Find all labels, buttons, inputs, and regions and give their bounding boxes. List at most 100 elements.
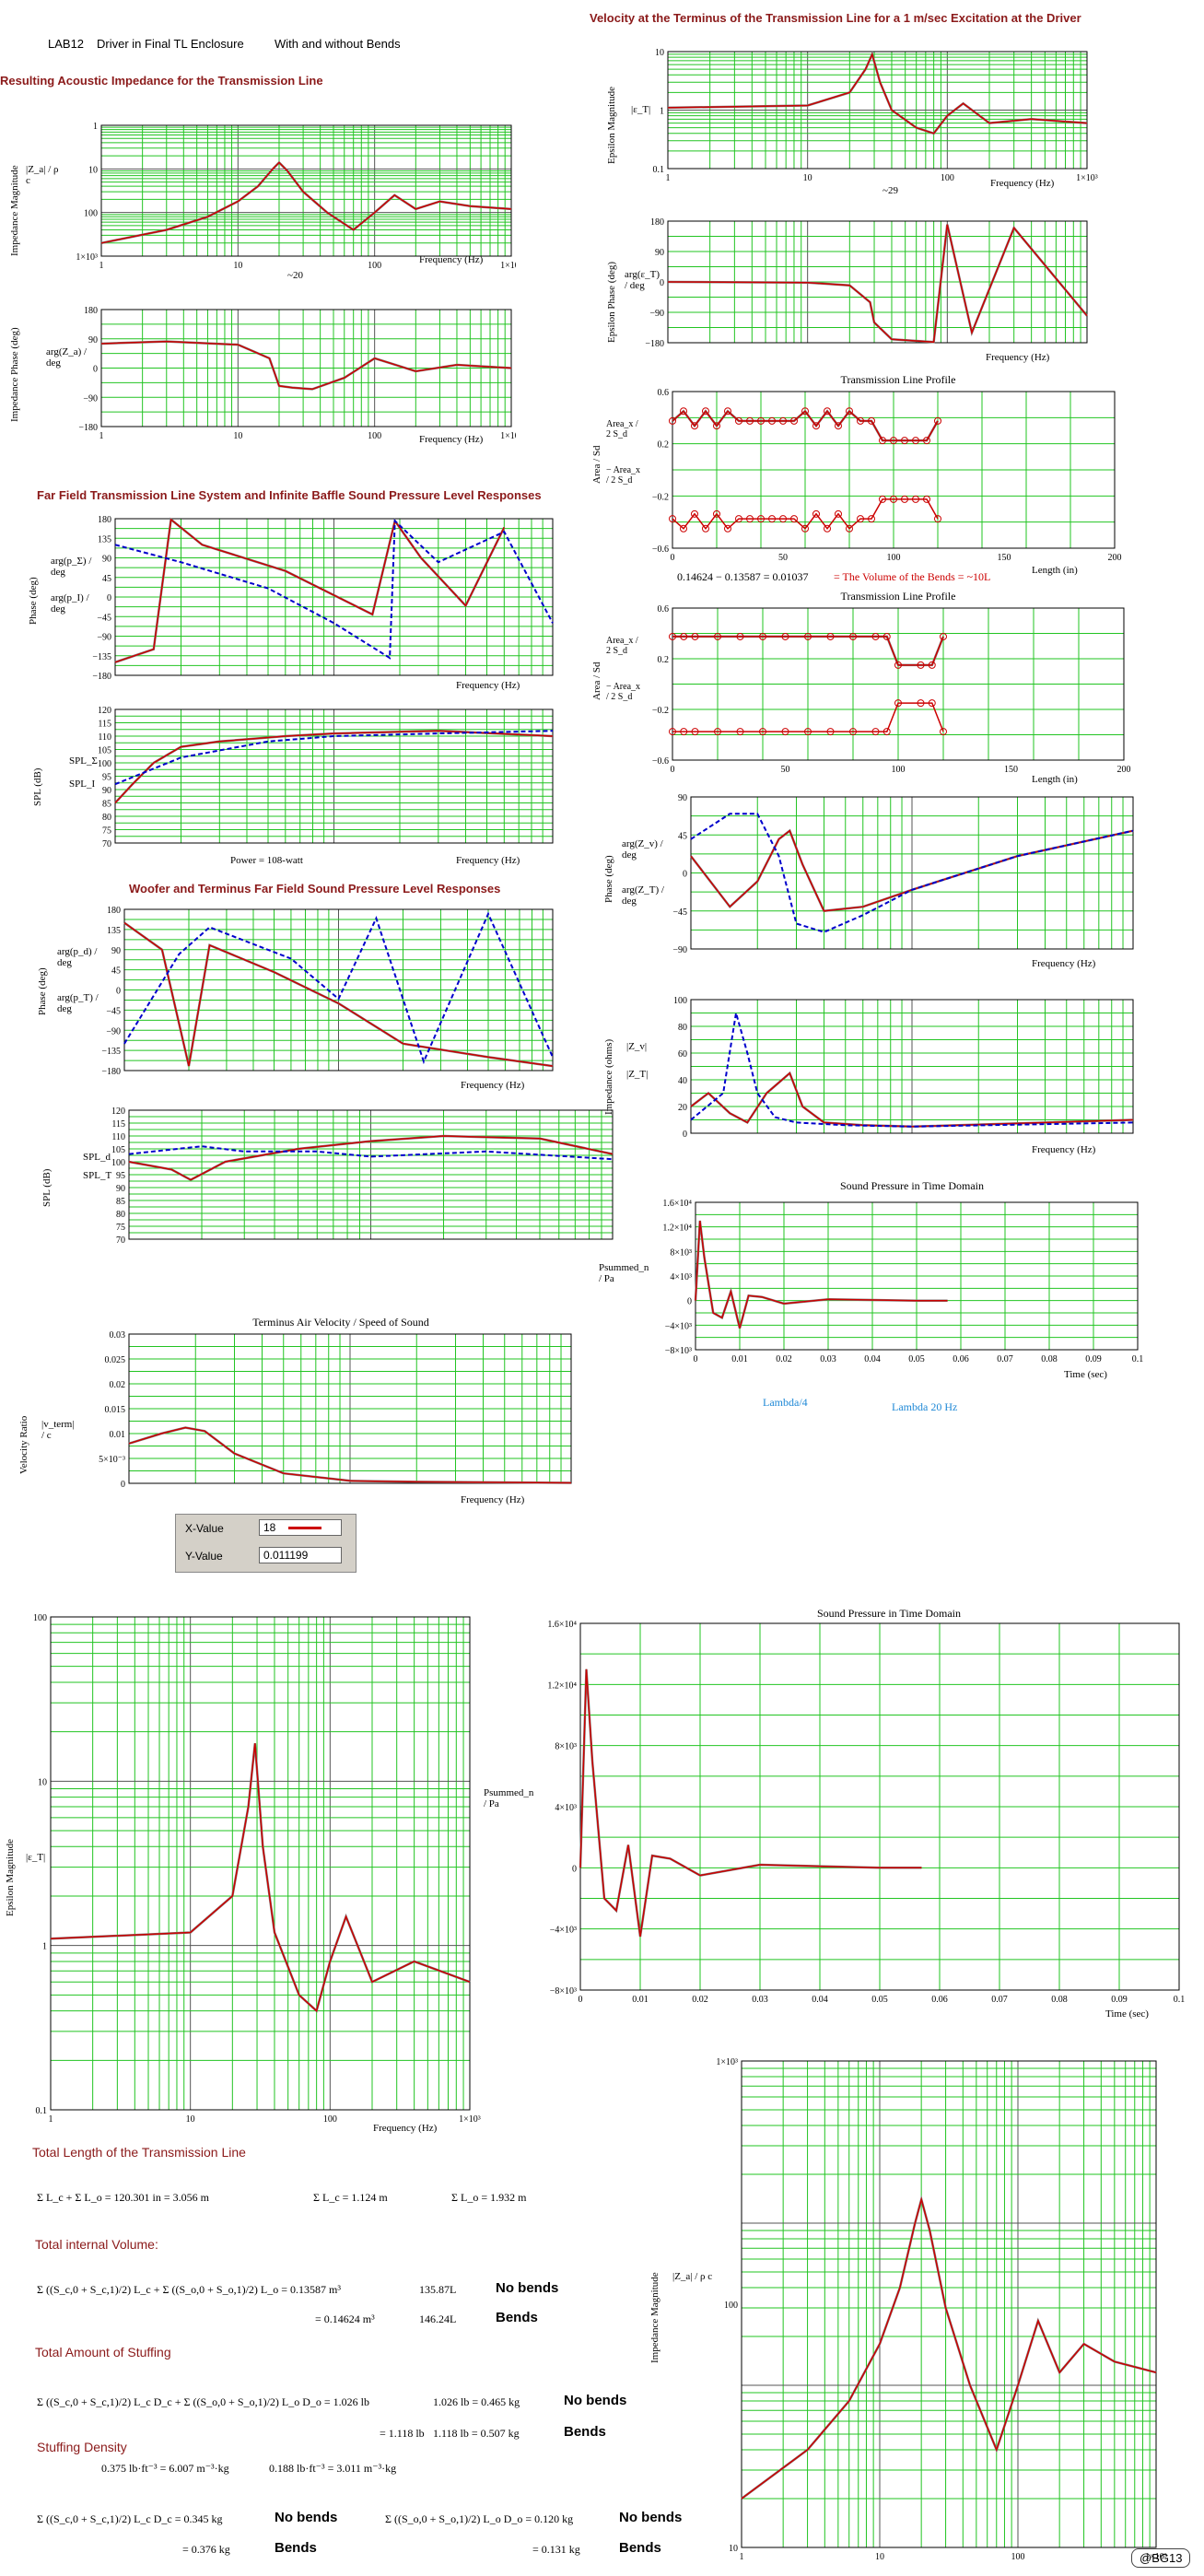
series-label-2: arg(p_T) / deg xyxy=(57,992,99,1014)
y-tick-label: 100 xyxy=(673,996,687,1006)
plot-frame xyxy=(114,708,554,844)
y-tick-label: 1 xyxy=(42,1942,47,1952)
y-tick-label: 10 xyxy=(729,2544,738,2554)
big-eps-plot: Epsilon Magnitude |ε_T| 100 10 1 0.1 1 10 100 1… xyxy=(0,1603,516,2147)
wt-spl-chart: 120 115 110 105 100 95 90 85 80 75 70 xyxy=(111,1107,614,1246)
y-tick-label: 100 xyxy=(98,759,111,769)
series-line-gray xyxy=(694,1220,948,1329)
x-tick-label: 0.05 xyxy=(871,1995,888,2005)
y-tick-label: 1×10³ xyxy=(716,2057,738,2067)
plot-frame xyxy=(579,1622,1180,1991)
y-tick-label: 180 xyxy=(107,906,121,916)
profile-point xyxy=(691,632,699,640)
y-tick-label: 0.03 xyxy=(110,1330,126,1341)
series-label-1: Area_x / 2 S_d xyxy=(606,419,638,439)
y-tick-label: 100 xyxy=(111,1158,125,1168)
length-sum: Σ L_c + Σ L_o = 120.301 in = 3.056 m xyxy=(37,2191,209,2204)
profile-point xyxy=(714,728,721,736)
series-label-1: SPL_d xyxy=(83,1152,111,1163)
x-tick-label: 0.08 xyxy=(1051,1995,1068,2005)
profile-point xyxy=(824,407,831,416)
profile-point xyxy=(669,515,676,523)
profile-point xyxy=(912,437,919,445)
y-tick-label: 135 xyxy=(107,926,121,936)
y-tick-label: 70 xyxy=(102,839,111,849)
series-label-2: |Z_T| xyxy=(626,1069,649,1080)
grid xyxy=(690,796,1133,950)
y-tick-label: 135 xyxy=(98,534,111,544)
bends-label: Bends xyxy=(619,2540,661,2556)
y-tick-label: −135 xyxy=(101,1047,121,1057)
series-line xyxy=(128,1426,572,1484)
series-label-1: arg(p_d) / deg xyxy=(57,946,98,968)
y-tick-label: 180 xyxy=(98,515,111,525)
y-value-field[interactable]: 0.011199 xyxy=(259,1547,342,1563)
series-label-1: arg(p_Σ) / deg xyxy=(51,556,92,578)
series-line-dashed xyxy=(690,813,1134,933)
x-tick-label: 0.02 xyxy=(692,1995,708,2005)
y-tick-label: −4×10³ xyxy=(665,1321,692,1331)
x-tick-label: 0.08 xyxy=(1041,1354,1058,1364)
series-line xyxy=(100,161,512,244)
series-line xyxy=(667,224,1088,344)
y-tick-label: 0.1 xyxy=(36,2106,48,2116)
y-tick-label: 0 xyxy=(93,365,98,375)
x-axis-label: Time (sec) xyxy=(1064,1369,1107,1380)
x-value-field[interactable]: 18 xyxy=(259,1519,342,1536)
profile-point xyxy=(928,699,936,708)
profile-point xyxy=(890,437,897,445)
y-tick-label: 4×10³ xyxy=(555,1803,577,1813)
series-line-mirror xyxy=(672,498,939,531)
y-tick-label: 100 xyxy=(84,209,98,219)
profile-point xyxy=(835,422,842,430)
profile-point xyxy=(736,728,744,736)
profile-point xyxy=(835,509,842,518)
author-badge: @BG13 xyxy=(1131,2548,1191,2568)
y-tick-label: 90 xyxy=(88,335,98,345)
x-tick-label: 0.1 xyxy=(1132,1354,1144,1364)
series-line xyxy=(114,730,554,804)
profile-point xyxy=(790,515,798,523)
profile-point xyxy=(934,515,941,523)
y-tick-label: 10 xyxy=(88,165,98,175)
lambda20-label: Lambda 20 Hz xyxy=(892,1400,958,1413)
zphase-chart: 90 45 0 −45 −90 xyxy=(672,793,1134,955)
x-tick-label: 0.01 xyxy=(632,1995,649,2005)
y-tick-label: 5×10⁻³ xyxy=(99,1455,125,1465)
profile-point xyxy=(940,632,947,640)
x-tick-label: 1 xyxy=(99,431,104,441)
y-tick-label: 110 xyxy=(111,1132,125,1142)
y-tick-label: 40 xyxy=(678,1076,687,1086)
x-tick-label: 1×10³ xyxy=(1076,173,1098,183)
x-tick-label: 0.07 xyxy=(991,1995,1008,2005)
profile-point xyxy=(779,515,787,523)
x-tick-label: 1×10³ xyxy=(500,431,516,441)
open-mass-bends: = 0.131 kg xyxy=(532,2543,580,2556)
volume-bends: = 0.14624 m³ xyxy=(315,2313,375,2325)
profile-point xyxy=(857,416,864,425)
volume-nobends-liters: 135.87L xyxy=(419,2283,457,2296)
y-tick-label: 45 xyxy=(102,574,111,584)
x-tick-label: 150 xyxy=(998,553,1011,563)
x-tick-label: 0.03 xyxy=(752,1995,768,2005)
y-tick-label: 90 xyxy=(655,248,664,258)
stuffing-heading: Total Amount of Stuffing xyxy=(35,2345,171,2359)
profile-point xyxy=(824,524,831,533)
y-tick-label: 90 xyxy=(102,555,111,565)
y-value-label: Y-Value xyxy=(185,1550,223,1563)
x-axis-label: Length (in) xyxy=(1032,565,1078,576)
y-tick-label: 0.2 xyxy=(658,440,670,451)
y-tick-label: 1.2×10⁴ xyxy=(547,1680,577,1691)
series-label: |Z_a| / ρ c xyxy=(26,164,59,186)
x-tick-label: 0.1 xyxy=(1174,1995,1186,2005)
lambda4-label: Lambda/4 xyxy=(763,1396,808,1409)
volume-heading: Total internal Volume: xyxy=(35,2237,158,2252)
zmag-plot: Impedance (ohms) |Z_v| |Z_T| 100 80 60 40 20… xyxy=(590,995,1151,1179)
x-tick-label: 100 xyxy=(892,765,906,775)
x-axis-label: Frequency (Hz) xyxy=(1032,958,1096,969)
chart-title: Transmission Line Profile xyxy=(840,373,956,386)
profile-point xyxy=(846,407,853,416)
profile-point xyxy=(804,632,812,640)
profile-point xyxy=(680,407,687,416)
series-label: arg(ε_T) / deg xyxy=(625,269,660,291)
